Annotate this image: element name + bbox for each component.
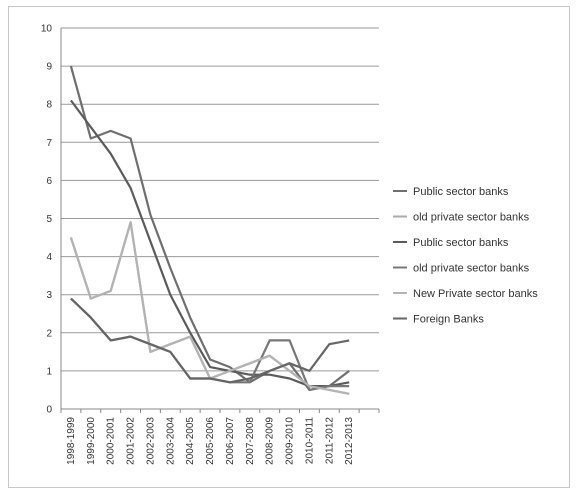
series-line	[69, 65, 350, 391]
x-tick-label: 2007-2008	[245, 417, 256, 465]
x-tick-label: 2008-2009	[265, 417, 276, 465]
x-tick-label: 2003-2004	[165, 417, 176, 465]
x-tick-label: 2005-2006	[205, 417, 216, 465]
x-tick-label: 1998-1999	[66, 417, 77, 465]
y-tick-label: 0	[46, 405, 52, 416]
y-tick-label: 10	[41, 24, 53, 35]
legend: Public sector banks old private sector ba…	[393, 186, 538, 326]
x-tick-label: 2000-2001	[106, 417, 117, 465]
axes	[60, 28, 380, 413]
x-tick-label: 2006-2007	[225, 417, 236, 465]
y-tick-label: 8	[46, 100, 52, 111]
legend-label: Foreign Banks	[413, 314, 484, 326]
x-tick-labels: 1998-1999 1999-2000 2000-2001 2001-2002 2002…	[66, 417, 355, 465]
x-tick-label: 2004-2005	[185, 417, 196, 465]
chart-frame: 0 1 2 3 4 5 6 7 8 9 10 1998-1999 1999-2000 2000-2001…	[8, 6, 570, 488]
y-tick-label: 2	[46, 328, 52, 339]
y-tick-label: 9	[46, 62, 52, 73]
legend-label: old private sector banks	[413, 263, 530, 275]
y-tick-label: 1	[46, 366, 52, 377]
legend-label: Public sector banks	[413, 237, 509, 249]
x-tick-label: 2012-2013	[344, 417, 355, 465]
y-tick-label: 3	[46, 290, 52, 301]
x-tick-label: 2002-2003	[145, 417, 156, 465]
line-chart: 0 1 2 3 4 5 6 7 8 9 10 1998-1999 1999-2000 2000-2001…	[41, 24, 538, 465]
legend-label: Public sector banks	[413, 186, 509, 198]
legend-label: New Private sector banks	[413, 288, 538, 300]
series-line	[70, 297, 350, 384]
gridlines	[61, 27, 379, 372]
x-tick-label: 2009-2010	[285, 417, 296, 465]
series-line	[70, 99, 350, 388]
y-tick-label: 5	[46, 214, 52, 225]
y-tick-label: 6	[46, 176, 52, 187]
legend-label: old private sector banks	[413, 212, 530, 224]
y-tick-labels: 0 1 2 3 4 5 6 7 8 9 10	[41, 24, 53, 416]
x-tick-label: 2011-2012	[324, 417, 335, 465]
x-tick-label: 2010-2011	[304, 417, 315, 465]
y-tick-label: 7	[46, 138, 52, 149]
x-tick-label: 1999-2000	[86, 417, 97, 465]
y-tick-label: 4	[46, 252, 52, 263]
series-lines	[69, 65, 350, 395]
x-tick-label: 2001-2002	[126, 417, 137, 465]
